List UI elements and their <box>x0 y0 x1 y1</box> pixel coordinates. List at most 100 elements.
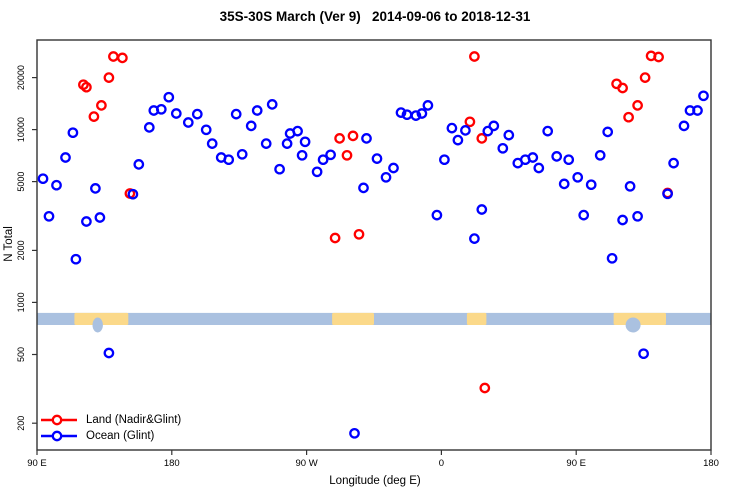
scatter-point-ocean <box>103 347 115 359</box>
map-strip-land-south-africa <box>466 312 487 325</box>
y-axis-tick-label: 500 <box>16 347 26 362</box>
legend: Land (Nadir&Glint) Ocean (Glint) <box>40 412 181 444</box>
scatter-point-ocean <box>497 142 509 154</box>
scatter-point-ocean <box>311 166 323 178</box>
scatter-point-land <box>347 130 359 142</box>
scatter-point-ocean <box>325 149 336 161</box>
scatter-point-ocean <box>422 100 434 111</box>
x-axis-tick-label: 0 <box>439 458 444 469</box>
scatter-point-land <box>329 232 341 244</box>
scatter-point-ocean <box>551 151 563 162</box>
scatter-point-ocean <box>143 122 155 133</box>
plot-frame <box>36 39 712 451</box>
scatter-point-ocean <box>594 149 606 161</box>
scatter-point-land <box>334 133 345 144</box>
scatter-point-land <box>96 100 107 111</box>
scatter-point-ocean <box>94 212 106 223</box>
y-axis-tick-label: 20000 <box>16 65 26 90</box>
scatter-point-ocean <box>358 182 369 194</box>
scatter-point-ocean <box>155 103 167 115</box>
scatter-point-ocean <box>67 127 79 139</box>
x-axis-tick-label: 90 E <box>566 458 586 469</box>
scatter-point-ocean <box>460 125 471 136</box>
scatter-point-ocean <box>230 108 242 120</box>
scatter-point-ocean <box>260 138 272 149</box>
scatter-point-ocean <box>439 154 450 166</box>
y-axis-tick-label: 10000 <box>16 117 26 142</box>
scatter-point-ocean <box>37 173 49 185</box>
scatter-point-ocean <box>488 120 500 132</box>
scatter-point-land <box>464 116 476 128</box>
legend-circle-land <box>51 414 63 426</box>
scatter-point-ocean <box>251 105 263 116</box>
scatter-point-ocean <box>542 125 554 137</box>
scatter-point-ocean <box>606 252 618 264</box>
scatter-point-land <box>623 111 634 123</box>
x-axis-tick-label: 180 <box>164 458 180 469</box>
map-strip-bight-notch <box>92 317 103 333</box>
scatter-point-ocean <box>617 214 628 226</box>
map-strip-land-australia <box>74 312 129 325</box>
scatter-point-land <box>469 51 480 62</box>
y-axis-tick-label: 1000 <box>16 292 26 312</box>
scatter-point-ocean <box>127 188 139 200</box>
x-axis-tick-label: 90 W <box>296 458 318 469</box>
scatter-point-ocean <box>133 159 145 170</box>
scatter-point-ocean <box>236 148 248 160</box>
scatter-point-land <box>341 149 353 161</box>
scatter-point-ocean <box>469 233 480 244</box>
scatter-point-ocean <box>371 153 383 164</box>
legend-marker-ocean <box>41 430 77 442</box>
scatter-point-ocean <box>662 188 673 200</box>
scatter-point-land <box>353 228 365 240</box>
scatter-point-ocean <box>692 105 703 116</box>
scatter-point-land <box>479 382 491 394</box>
scatter-point-ocean <box>585 179 597 191</box>
legend-label-land: Land (Nadir&Glint) <box>86 414 182 426</box>
scatter-point-ocean <box>624 180 636 192</box>
legend-label-ocean: Ocean (Glint) <box>86 430 155 442</box>
scatter-point-ocean <box>698 90 709 102</box>
y-axis-tick-label: 5000 <box>16 172 26 192</box>
scatter-point-ocean <box>274 163 285 175</box>
scatter-point-ocean <box>602 126 614 138</box>
scatter-point-ocean <box>43 210 55 222</box>
scatter-point-ocean <box>638 348 649 360</box>
x-axis-title: Longitude (deg E) <box>329 475 421 487</box>
y-axis-tick-label: 2000 <box>16 240 26 260</box>
scatter-point-ocean <box>299 136 311 148</box>
scatter-point-ocean <box>182 117 194 128</box>
scatter-point-ocean <box>266 99 278 110</box>
scatter-point-ocean <box>558 178 570 190</box>
scatter-point-land <box>117 52 128 64</box>
scatter-point-ocean <box>292 125 303 137</box>
legend-circle-ocean <box>51 430 63 442</box>
scatter-point-ocean <box>578 209 590 221</box>
y-axis-title: N Total <box>3 226 15 262</box>
y-axis-tick-label: 200 <box>16 416 26 431</box>
scatter-point-land <box>617 82 628 94</box>
scatter-point-ocean <box>503 129 515 141</box>
scatter-point-ocean <box>632 210 643 222</box>
scatter-point-ocean <box>245 120 257 132</box>
scatter-point-ocean <box>388 162 399 174</box>
scatter-point-land <box>103 72 115 83</box>
legend-item-ocean: Ocean (Glint) <box>40 428 181 444</box>
scatter-point-ocean <box>281 138 293 149</box>
scatter-point-ocean <box>572 171 584 183</box>
legend-item-land: Land (Nadir&Glint) <box>40 412 181 428</box>
scatter-point-ocean <box>191 108 203 120</box>
scatter-point-ocean <box>533 162 545 174</box>
scatter-point-ocean <box>81 216 92 227</box>
x-axis-tick-label: 90 E <box>27 458 47 469</box>
scatter-point-ocean <box>410 110 422 121</box>
x-axis-tick-label: 180 <box>703 458 719 469</box>
scatter-point-ocean <box>163 91 175 103</box>
scatter-point-land <box>653 51 664 63</box>
scatter-point-ocean <box>668 157 679 169</box>
scatter-point-land <box>476 133 488 144</box>
scatter-point-ocean <box>170 108 182 119</box>
scatter-point-ocean <box>51 179 62 191</box>
